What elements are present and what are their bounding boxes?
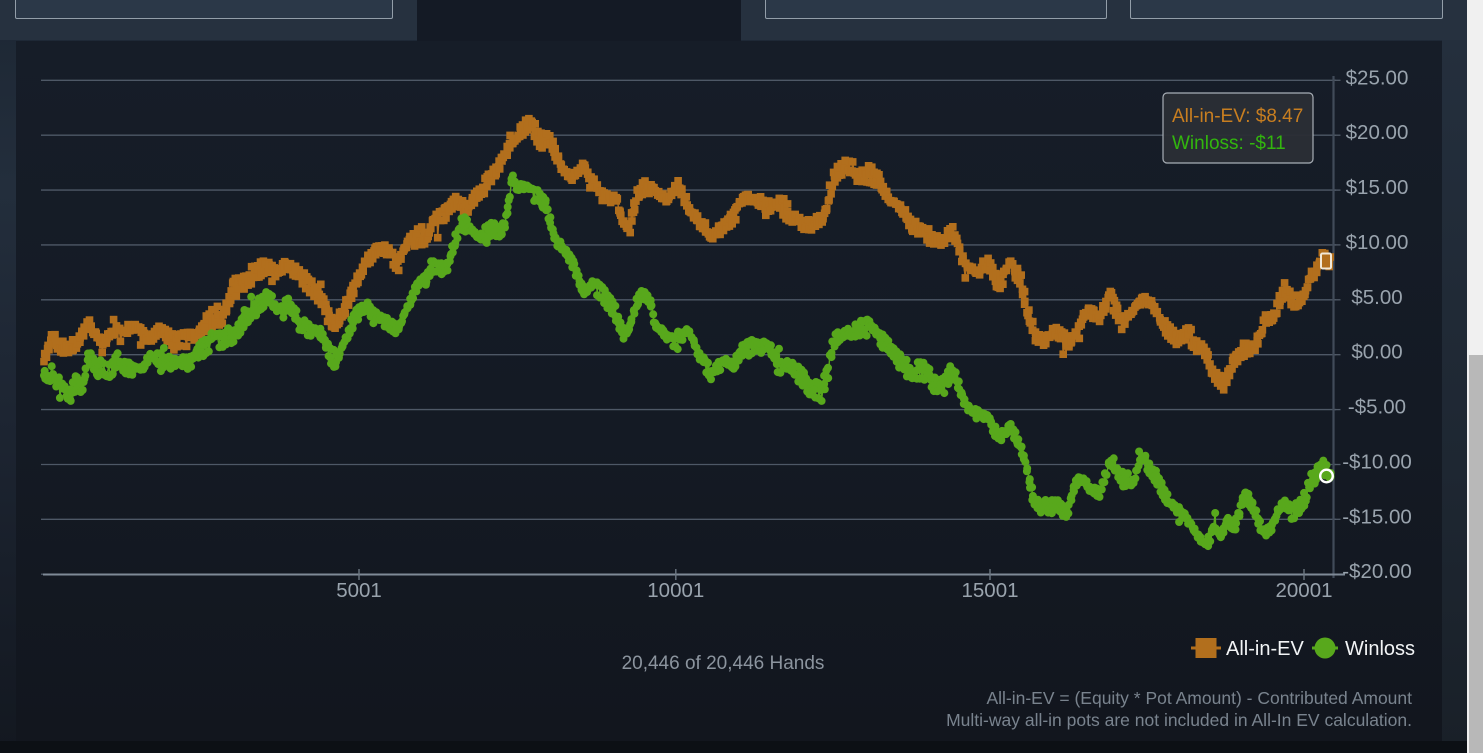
svg-text:-$15.00: -$15.00 bbox=[1342, 505, 1412, 528]
svg-text:$10.00: $10.00 bbox=[1346, 231, 1409, 254]
svg-text:15001: 15001 bbox=[961, 579, 1018, 602]
svg-text:20,446 of 20,446 Hands: 20,446 of 20,446 Hands bbox=[622, 653, 825, 674]
svg-text:Winloss: -$11: Winloss: -$11 bbox=[1172, 133, 1286, 154]
svg-text:10001: 10001 bbox=[647, 579, 704, 602]
svg-text:-$5.00: -$5.00 bbox=[1348, 396, 1406, 419]
svg-text:-$20.00: -$20.00 bbox=[1342, 560, 1412, 583]
svg-text:$0.00: $0.00 bbox=[1351, 341, 1402, 364]
svg-text:All-in-EV: All-in-EV bbox=[1226, 638, 1304, 660]
svg-text:Multi-way all-in pots are not: Multi-way all-in pots are not included i… bbox=[946, 710, 1412, 730]
svg-text:20001: 20001 bbox=[1275, 579, 1332, 602]
svg-text:5001: 5001 bbox=[336, 579, 382, 602]
svg-text:$5.00: $5.00 bbox=[1351, 286, 1402, 309]
svg-text:-$10.00: -$10.00 bbox=[1342, 451, 1412, 474]
svg-text:Winloss: Winloss bbox=[1345, 638, 1415, 660]
svg-text:$15.00: $15.00 bbox=[1346, 176, 1409, 199]
svg-text:$25.00: $25.00 bbox=[1346, 66, 1409, 89]
svg-text:All-in-EV = (Equity * Pot Amou: All-in-EV = (Equity * Pot Amount) - Cont… bbox=[986, 688, 1412, 708]
svg-text:$20.00: $20.00 bbox=[1346, 121, 1409, 144]
svg-text:All-in-EV: $8.47: All-in-EV: $8.47 bbox=[1172, 106, 1303, 127]
